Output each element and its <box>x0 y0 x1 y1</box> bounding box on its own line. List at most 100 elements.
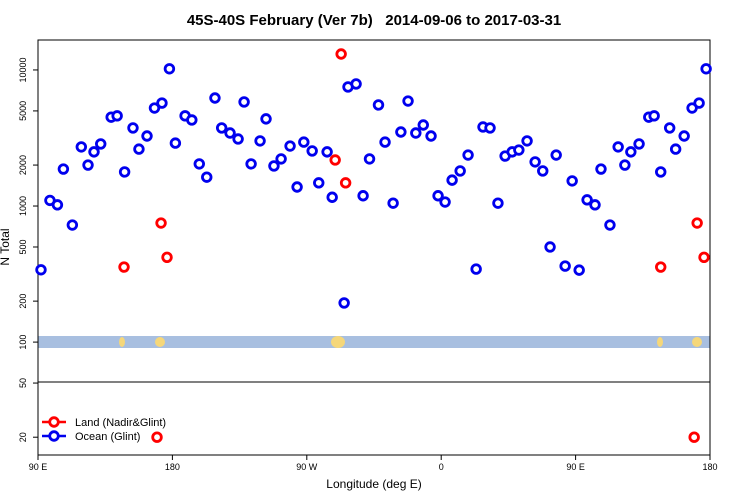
point <box>678 130 690 142</box>
point <box>118 261 130 273</box>
point <box>209 92 221 104</box>
point <box>151 431 163 443</box>
land-spots <box>119 336 702 348</box>
point <box>513 144 525 156</box>
y-tick-label: 100 <box>18 335 28 350</box>
point <box>663 122 676 134</box>
y-tick-label: 20 <box>18 432 28 442</box>
point <box>163 63 176 75</box>
point <box>655 166 667 178</box>
point <box>454 165 466 177</box>
point <box>439 196 451 208</box>
point <box>655 261 667 273</box>
point <box>402 95 414 107</box>
point <box>372 99 385 111</box>
point <box>492 197 504 209</box>
point <box>66 219 79 231</box>
point <box>335 48 347 60</box>
point <box>566 175 578 187</box>
point <box>425 130 437 142</box>
point <box>698 251 710 263</box>
point <box>573 264 585 276</box>
y-tick-label: 5000 <box>18 101 28 121</box>
point <box>338 297 350 309</box>
point <box>537 165 549 177</box>
point <box>57 163 70 175</box>
point <box>268 160 280 172</box>
point <box>186 114 198 126</box>
point <box>141 130 153 142</box>
point <box>329 154 341 166</box>
y-tick-label: 2000 <box>18 155 28 175</box>
point <box>118 166 131 178</box>
x-axis-label: Longitude (deg E) <box>326 477 421 491</box>
point <box>589 199 601 211</box>
point <box>432 190 444 202</box>
point <box>75 141 88 153</box>
point <box>612 141 624 153</box>
point <box>111 110 123 122</box>
plot-frame <box>37 39 711 456</box>
point <box>326 191 338 203</box>
point <box>155 217 167 229</box>
legend-label: Land (Nadir&Glint) <box>75 417 166 429</box>
x-tick-label: 180 <box>702 462 717 472</box>
point <box>595 163 607 175</box>
legend-label: Ocean (Glint) <box>75 431 140 443</box>
x-tick-label: 0 <box>439 462 444 472</box>
point <box>446 174 458 186</box>
point <box>550 149 562 161</box>
point <box>321 146 333 158</box>
point <box>260 113 272 125</box>
point <box>700 63 712 75</box>
point <box>387 197 399 209</box>
point <box>339 177 352 189</box>
point <box>232 133 244 145</box>
point <box>95 138 107 150</box>
legend-marker <box>48 430 60 442</box>
point <box>215 122 228 134</box>
point <box>357 190 369 202</box>
point <box>82 159 94 171</box>
point <box>245 158 257 170</box>
point <box>156 97 168 109</box>
point <box>410 127 422 139</box>
point <box>417 119 429 131</box>
point <box>691 217 703 229</box>
point <box>201 171 213 183</box>
x-tick-label: 90 E <box>566 462 585 472</box>
y-tick-label: 50 <box>18 378 28 388</box>
point <box>88 146 100 158</box>
y-axis-label: N Total <box>0 228 12 265</box>
y-tick-label: 10000 <box>18 57 28 82</box>
y-tick-label: 500 <box>18 239 28 254</box>
point <box>35 264 47 276</box>
point <box>379 136 391 148</box>
x-tick-label: 180 <box>165 462 180 472</box>
point <box>462 149 474 161</box>
point <box>298 136 310 148</box>
point <box>625 146 637 158</box>
point <box>581 194 593 206</box>
point <box>633 138 645 150</box>
point <box>395 126 407 138</box>
point <box>51 199 64 211</box>
point <box>133 143 145 155</box>
point <box>313 177 325 189</box>
point <box>688 431 700 443</box>
point <box>604 219 616 231</box>
point <box>648 110 660 122</box>
point <box>484 122 496 134</box>
point <box>669 143 682 155</box>
point <box>559 260 571 272</box>
point <box>306 145 318 157</box>
point <box>529 156 541 168</box>
x-tick-label: 90 W <box>296 462 318 472</box>
point <box>284 140 296 152</box>
chart-title: 45S-40S February (Ver 7b) 2014-09-06 to … <box>187 12 561 29</box>
point <box>224 127 236 139</box>
point <box>193 158 205 170</box>
point <box>169 137 182 149</box>
point <box>238 96 250 108</box>
